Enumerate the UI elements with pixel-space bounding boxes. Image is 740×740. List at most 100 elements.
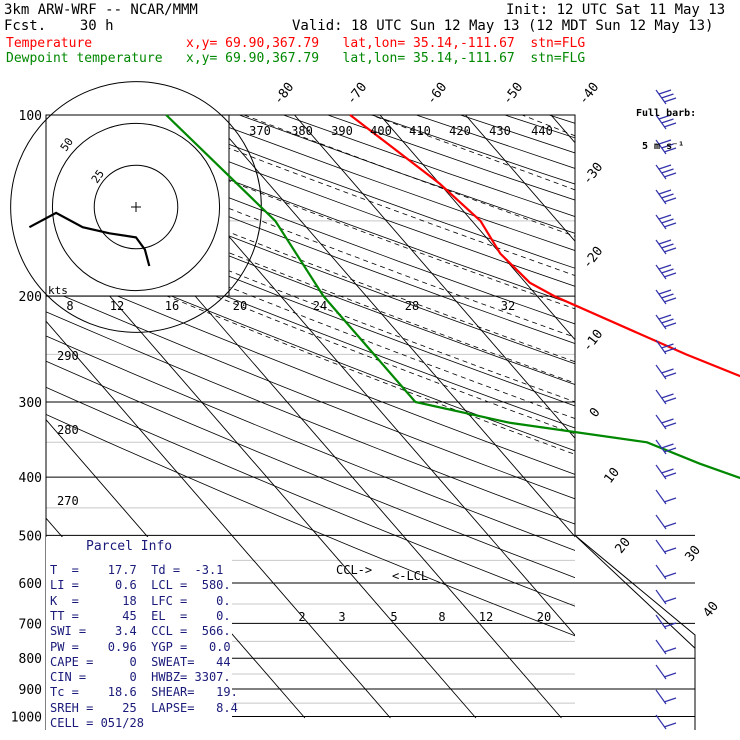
wind-barb-flag (663, 397, 677, 403)
hodograph-ring (93, 164, 179, 250)
mixing-ratio-label: 8 (66, 299, 73, 313)
dry-adiabat-line (46, 288, 575, 500)
theta-label: 280 (57, 423, 79, 437)
temperature-legend: Temperature x,y= 69.90,367.79 lat,lon= 3… (6, 36, 586, 51)
theta-label: 370 (249, 124, 271, 138)
mixing-ratio-label: 24 (313, 299, 327, 313)
wind-barb-flag (663, 647, 677, 653)
isotherm-label: -10 (580, 327, 606, 355)
dry-adiabat-line (46, 265, 575, 475)
parcel-info-row: SREH = 25 LAPSE= 8.4 (50, 700, 238, 715)
wind-barb-flag (663, 97, 677, 103)
wind-barb-flag (663, 672, 677, 678)
isotherm-label: 20 (613, 535, 634, 557)
wind-barb-flag (661, 318, 674, 324)
lcl-marker: <-LCL (392, 569, 428, 583)
parcel-info-row: Tc = 18.6 SHEAR= 19. (50, 685, 238, 700)
pressure-tick-label: 100 (19, 109, 42, 124)
mixing-ratio-label: 20 (233, 299, 247, 313)
parcel-info-title: Parcel Info (86, 539, 173, 554)
parcel-info-row: SWI = 3.4 CCL = 566. (50, 624, 231, 639)
barb-legend-line2: 5 m s⁻¹ (642, 141, 685, 152)
wind-barb-flag (658, 264, 672, 270)
wind-barb-flag (663, 422, 677, 428)
isotherm-label: -40 (576, 80, 602, 108)
parcel-info-row: PW = 0.96 YGP = 0.0 (50, 639, 231, 654)
dry-adiabat-line (46, 162, 575, 365)
wind-barb-flag (661, 368, 674, 374)
isotherm-line (465, 115, 575, 242)
valid-time: Valid: 18 UTC Sun 12 May 13 (12 MDT Sun … (292, 18, 714, 34)
init-time: Init: 12 UTC Sat 11 May 13 (506, 2, 726, 18)
wind-barb-flag (661, 193, 674, 199)
isotherm-label: -70 (344, 80, 370, 108)
mixing-ratio-label: 28 (405, 299, 419, 313)
pressure-tick-label: 300 (19, 396, 42, 411)
moist-adiabat-line (46, 244, 575, 455)
dry-adiabat-line (46, 243, 575, 452)
hodograph: 25 50 kts (10, 81, 262, 333)
theta-label: 420 (449, 124, 471, 138)
wind-barb-flag (663, 497, 677, 503)
wind-barb-flag (663, 447, 677, 453)
isotherm-line (208, 115, 575, 538)
wind-barb-flag (661, 293, 674, 299)
theta-label: 380 (291, 124, 313, 138)
pressure-tick-label: 200 (19, 290, 42, 305)
dry-adiabat-line (46, 311, 575, 525)
parcel-info-row: LI = 0.6 LCL = 580. (50, 578, 231, 593)
wind-barb-flag (661, 93, 674, 99)
temperature-trace (349, 114, 740, 378)
dry-adiabat-line (726, 115, 740, 729)
plot-frame-diagonal (574, 535, 696, 649)
dry-adiabat-line (638, 115, 740, 729)
dry-adiabat-line (593, 115, 740, 729)
theta-label: 270 (57, 494, 79, 508)
wind-barb-flag (658, 114, 672, 120)
isotherm-line (379, 115, 575, 341)
wind-barb-flag (658, 164, 672, 170)
parcel-info-row: T = 17.7 Td = -3.1 (50, 563, 224, 577)
wind-barb-flag (661, 168, 674, 174)
dry-adiabat-line (194, 115, 575, 251)
wind-barb-flag (663, 622, 677, 628)
dry-adiabat-line (46, 414, 575, 637)
dry-adiabat-line (46, 386, 575, 607)
parcel-info-row: CIN = 0 HWBZ= 3307. (50, 670, 231, 685)
dry-adiabat-line (371, 115, 575, 185)
dry-adiabat-group (46, 115, 740, 729)
hodograph-ring (51, 122, 221, 292)
wind-barb-flag (661, 118, 674, 124)
wind-barb-flag (661, 268, 674, 274)
isotherm-label: 10 (602, 465, 623, 487)
mixing-ratio-label: 12 (110, 299, 124, 313)
pressure-tick-label: 1000 (11, 711, 42, 726)
pressure-tick-label: 900 (19, 683, 42, 698)
barb-legend: Full barb: 5 m s⁻¹ (636, 86, 696, 174)
mixing-ratio-label: 12 (479, 610, 493, 624)
wind-barb-flag (661, 343, 674, 349)
theta-label: 290 (57, 349, 79, 363)
dry-adiabat-line (46, 335, 575, 551)
pressure-tick-label: 700 (19, 617, 42, 632)
mixing-ratio-label: 2 (298, 610, 305, 624)
dry-adiabat-line (150, 115, 575, 269)
theta-label: 440 (531, 124, 553, 138)
wind-barb-flag (663, 322, 677, 328)
wind-barb-flag (658, 89, 672, 95)
wind-barb-flag (661, 418, 674, 424)
wind-barb-flag (663, 572, 677, 578)
forecast-hour: Fcst. 30 h (4, 18, 114, 34)
wind-barb-flag (661, 243, 674, 249)
dry-adiabat-line (46, 182, 575, 385)
wind-barb-flag (658, 189, 672, 195)
wind-barb-flag (658, 239, 672, 245)
wind-barb-flag (663, 247, 677, 253)
wind-barb-flag (658, 214, 672, 220)
theta-label: 410 (409, 124, 431, 138)
pressure-tick-label: 500 (19, 529, 42, 544)
wind-barbs (655, 89, 677, 730)
moist-adiabat-line (522, 115, 575, 137)
wind-barb-flag (658, 139, 672, 145)
